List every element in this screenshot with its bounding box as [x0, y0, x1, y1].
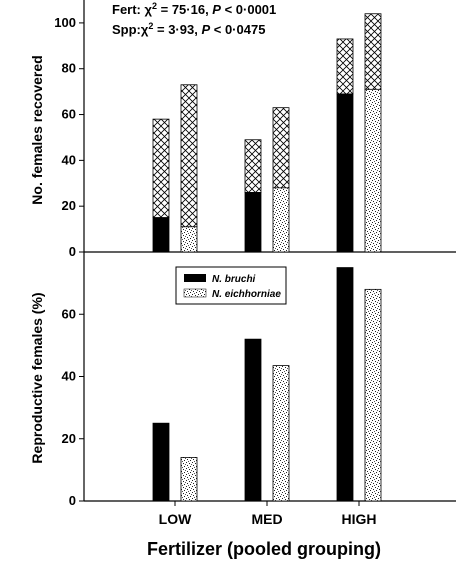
bar-nonreproductive — [244, 139, 262, 193]
fert-annotation: Fert: χ2 = 75·16, P < 0·0001 — [112, 1, 276, 17]
bar-reproductive-bruchi — [152, 217, 170, 253]
legend-label-eichhorniae: N. eichhorniae — [212, 289, 281, 300]
bar-pct-bruchi — [152, 422, 170, 502]
top-y-tick-label: 100 — [54, 15, 76, 30]
bar-pct-bruchi — [244, 338, 262, 502]
legend: N. bruchi N. eichhorniae — [175, 266, 287, 305]
bar-pct-eichhorniae — [272, 365, 290, 502]
x-tick-label: MED — [251, 511, 282, 527]
bottom-y-tick-label: 20 — [62, 431, 76, 446]
top-panel-bars — [152, 13, 382, 253]
legend-swatch-eichhorniae — [183, 288, 207, 298]
spp-annotation: Spp:χ2 = 3·93, P < 0·0475 — [112, 21, 265, 37]
bottom-y-axis-label: Reproductive females (%) — [29, 292, 45, 463]
top-y-tick-label: 0 — [69, 244, 76, 259]
tick-labels: 0 20 40 60 80 100 0 20 40 60 LOW MED HIGH — [54, 15, 376, 527]
legend-label-bruchi: N. bruchi — [212, 274, 256, 285]
bottom-y-tick-label: 40 — [62, 369, 76, 384]
x-tick-label: LOW — [159, 511, 192, 527]
bar-nonreproductive — [336, 38, 354, 95]
bar-pct-eichhorniae — [364, 288, 382, 502]
axes — [83, 0, 456, 502]
top-y-tick-label: 80 — [62, 61, 76, 76]
bottom-panel-bars — [152, 267, 382, 502]
bar-nonreproductive — [272, 107, 290, 189]
bar-reproductive-bruchi — [244, 192, 262, 253]
bar-nonreproductive — [152, 118, 170, 219]
bar-reproductive-bruchi — [336, 93, 354, 253]
bottom-y-tick-label: 60 — [62, 306, 76, 321]
bar-reproductive-eichhorniae — [180, 226, 198, 253]
x-tick-label: HIGH — [342, 511, 377, 527]
bottom-y-tick-label: 0 — [69, 493, 76, 508]
top-y-tick-label: 40 — [62, 152, 76, 167]
bar-nonreproductive — [180, 84, 198, 228]
top-y-tick-label: 20 — [62, 198, 76, 213]
bar-reproductive-eichhorniae — [272, 187, 290, 253]
top-y-tick-label: 60 — [62, 107, 76, 122]
bar-reproductive-eichhorniae — [364, 88, 382, 253]
bar-nonreproductive — [364, 13, 382, 90]
top-y-axis-label: No. females recovered — [29, 55, 45, 204]
bar-pct-eichhorniae — [180, 457, 198, 502]
bar-pct-bruchi — [336, 267, 354, 502]
legend-swatch-bruchi — [184, 274, 206, 282]
legend-box — [175, 266, 287, 305]
x-axis-label: Fertilizer (pooled grouping) — [147, 539, 381, 559]
